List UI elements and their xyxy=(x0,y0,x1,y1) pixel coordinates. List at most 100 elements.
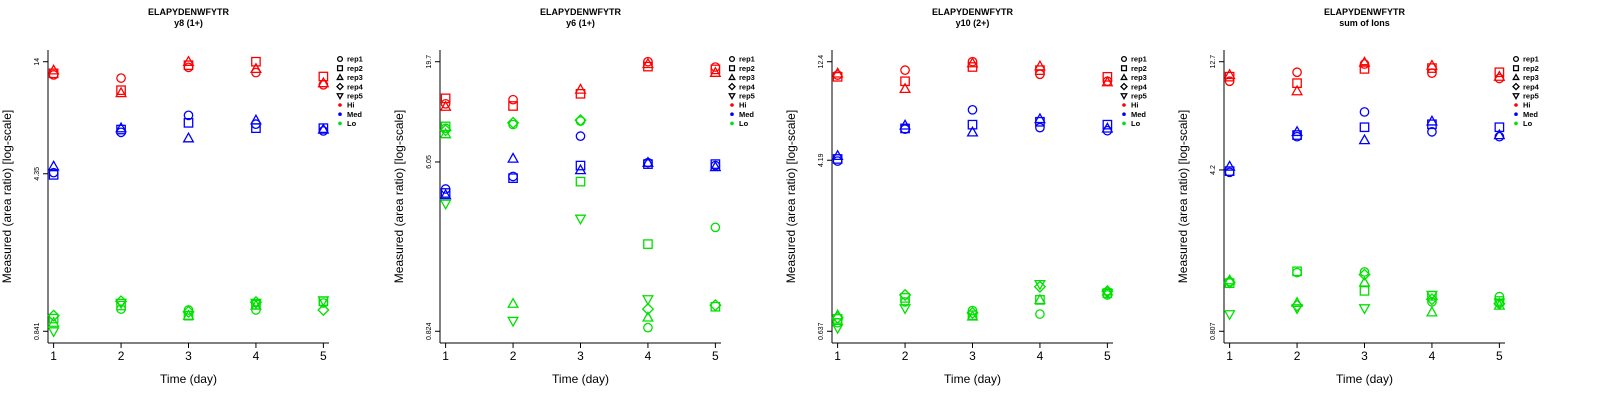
data-point-hi-rep1 xyxy=(318,79,329,90)
legend-marker-hi xyxy=(730,103,734,107)
data-point-lo-rep5 xyxy=(250,298,262,310)
data-point-med-rep1 xyxy=(1035,122,1045,133)
data-point-hi-rep1 xyxy=(1427,68,1437,78)
data-point-lo-rep4 xyxy=(966,306,979,320)
data-point-lo-rep5 xyxy=(574,214,587,226)
x-tick-label: 5 xyxy=(1104,349,1111,363)
data-point-hi-rep1 xyxy=(116,73,126,83)
data-point-lo-rep4 xyxy=(182,305,195,319)
legend-label-hi: Hi xyxy=(1131,101,1139,110)
data-point-med-rep2 xyxy=(1494,122,1505,133)
y-axis-label: Measured (area ratio) [log-scale] xyxy=(1176,110,1190,283)
x-tick-label: 3 xyxy=(1361,349,1368,363)
legend-marker-rep5 xyxy=(728,93,736,101)
x-tick-label: 3 xyxy=(577,349,584,363)
data-point-lo-rep5 xyxy=(642,295,654,306)
data-point-med-rep2 xyxy=(710,159,721,169)
data-point-hi-rep2 xyxy=(1359,64,1370,74)
data-point-hi-rep3 xyxy=(1034,59,1046,71)
legend-marker-med xyxy=(338,112,342,116)
data-point-hi-rep1 xyxy=(440,98,451,109)
legend-marker-rep5 xyxy=(336,93,344,101)
data-point-lo-rep4 xyxy=(47,309,60,322)
data-point-med-rep3 xyxy=(1358,133,1371,145)
data-point-hi-rep3 xyxy=(1101,75,1114,87)
data-point-hi-rep3 xyxy=(47,63,60,75)
data-point-lo-rep1 xyxy=(251,305,261,315)
y-tick-label: 0.637 xyxy=(818,322,825,340)
data-point-lo-rep5 xyxy=(47,327,60,338)
legend-label-rep1: rep1 xyxy=(739,55,755,64)
data-point-med-rep3 xyxy=(115,121,127,133)
legend-marker-rep4 xyxy=(728,82,736,91)
data-point-med-rep1 xyxy=(967,104,978,115)
data-point-med-rep2 xyxy=(575,160,586,171)
legend-marker-rep1 xyxy=(336,55,344,63)
data-point-lo-rep4 xyxy=(1033,280,1047,293)
data-point-med-rep3 xyxy=(642,156,654,167)
data-point-lo-rep1 xyxy=(1427,297,1437,307)
data-point-med-rep2 xyxy=(967,119,978,130)
data-point-lo-rep2 xyxy=(440,121,451,132)
legend-marker-lo xyxy=(338,121,342,126)
legend-label-rep4: rep4 xyxy=(1131,82,1148,91)
data-point-lo-rep2 xyxy=(251,299,261,310)
legend-marker-lo xyxy=(1122,121,1126,126)
data-point-lo-rep3 xyxy=(642,311,654,322)
legend-marker-rep5 xyxy=(1120,93,1128,101)
data-point-med-rep3 xyxy=(1493,128,1506,140)
x-tick-label: 2 xyxy=(902,349,909,363)
data-point-hi-rep1 xyxy=(900,65,910,76)
y-tick-label: 14 xyxy=(34,58,41,66)
data-point-lo-rep4 xyxy=(317,303,330,317)
data-point-lo-rep5 xyxy=(439,199,452,211)
x-tick-label: 3 xyxy=(969,349,976,363)
data-point-lo-rep2 xyxy=(900,293,910,303)
data-point-lo-rep3 xyxy=(182,309,195,320)
legend-marker-rep3 xyxy=(336,73,344,81)
data-point-lo-rep4 xyxy=(1358,268,1371,281)
data-point-med-rep3 xyxy=(831,149,844,161)
x-tick-label: 3 xyxy=(185,349,192,363)
data-point-lo-rep5 xyxy=(899,304,911,315)
data-point-lo-rep4 xyxy=(1425,293,1439,306)
legend-marker-rep3 xyxy=(1120,73,1128,81)
data-point-med-rep3 xyxy=(439,188,452,200)
data-point-hi-rep3 xyxy=(709,66,722,77)
data-point-hi-rep2 xyxy=(116,85,126,96)
data-point-med-rep3 xyxy=(507,152,519,163)
data-point-hi-rep2 xyxy=(251,56,261,67)
x-tick-label: 2 xyxy=(1294,349,1301,363)
data-point-med-rep3 xyxy=(1291,125,1303,137)
data-point-lo-rep5 xyxy=(1291,304,1303,315)
legend-marker-rep2 xyxy=(1512,65,1520,72)
y-tick-label: 0.824 xyxy=(426,322,433,340)
data-point-lo-rep4 xyxy=(574,113,587,127)
data-point-lo-rep5 xyxy=(317,296,330,307)
data-point-lo-rep1 xyxy=(1035,309,1045,319)
data-point-med-rep1 xyxy=(575,131,586,142)
legend-label-rep2: rep2 xyxy=(1131,64,1147,73)
chart-subtitle: y8 (1+) xyxy=(174,18,203,28)
legend-marker-rep3 xyxy=(728,73,736,81)
data-point-lo-rep5 xyxy=(1426,290,1438,302)
data-point-hi-rep2 xyxy=(900,76,910,87)
x-axis-label: Time (day) xyxy=(160,372,217,386)
y-tick-label: 12.4 xyxy=(818,55,825,69)
legend-marker-lo xyxy=(730,121,734,126)
y-tick-label: 12.7 xyxy=(1210,55,1217,69)
data-point-hi-rep3 xyxy=(439,100,452,111)
data-point-lo-rep3 xyxy=(1426,305,1438,317)
legend-marker-hi xyxy=(1514,103,1518,107)
chart-subtitle: sum of Ions xyxy=(1339,18,1390,28)
data-point-lo-rep4 xyxy=(506,116,520,129)
legend-marker-rep1 xyxy=(728,55,736,63)
data-point-lo-rep3 xyxy=(1034,293,1046,305)
legend-marker-hi xyxy=(1122,103,1126,107)
data-point-hi-rep3 xyxy=(1493,70,1506,81)
data-point-lo-rep1 xyxy=(710,222,721,233)
